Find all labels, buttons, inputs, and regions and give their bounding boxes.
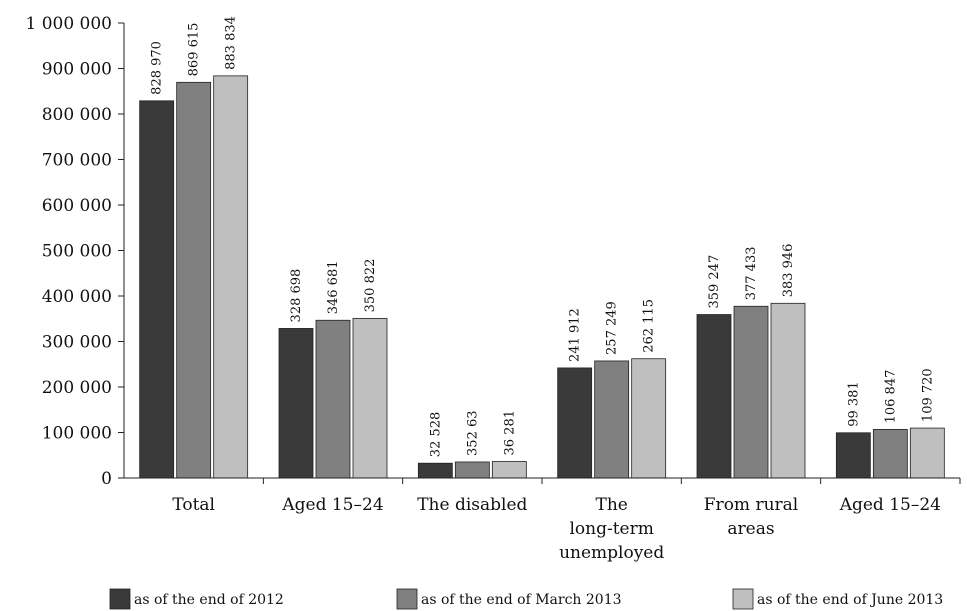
y-tick-label: 0 (101, 469, 112, 489)
y-tick-label: 1 000 000 (25, 14, 112, 34)
x-category-label: The long-term unemployed (559, 495, 664, 563)
legend-label: as of the end of 2012 (134, 592, 284, 608)
bar (491, 461, 527, 479)
data-label: 346 681 (326, 260, 341, 314)
data-label: 377 433 (744, 247, 759, 301)
data-label: 383 946 (781, 244, 796, 298)
y-tick-label: 100 000 (42, 424, 112, 444)
x-category-label: Aged 15–24 (281, 495, 383, 515)
x-category-label: Total (172, 495, 215, 515)
data-label: 883 834 (224, 16, 239, 70)
y-tick-label: 800 000 (42, 105, 112, 125)
x-category-label: From rural areas (704, 495, 798, 539)
y-tick-label: 500 000 (42, 242, 112, 262)
bar (213, 75, 249, 479)
data-label: 32 528 (428, 412, 443, 458)
bar (835, 432, 871, 479)
bar (770, 302, 806, 479)
y-tick-label: 400 000 (42, 287, 112, 307)
data-label: 262 115 (642, 299, 657, 353)
bar (454, 461, 490, 479)
bar (594, 360, 630, 479)
legend: as of the end of 2012 as of the end of Ma… (109, 588, 943, 610)
bar (352, 317, 388, 479)
data-label: 36 281 (502, 410, 517, 456)
bar (733, 305, 769, 479)
y-axis: 0 100 000 200 000 300 000 400 000 500 000 600 … (25, 14, 125, 489)
bar (909, 427, 945, 479)
bar (631, 358, 667, 479)
data-label: 352 63 (465, 410, 480, 456)
bar (417, 462, 453, 479)
data-labels: 828 970 869 615 883 834 328 698 346 681 350 8… (150, 16, 936, 457)
x-category-label: The disabled (417, 495, 527, 515)
bar (278, 328, 314, 479)
legend-label: as of the end of March 2013 (421, 592, 622, 608)
data-label: 350 822 (363, 259, 378, 313)
y-tick-label: 300 000 (42, 333, 112, 353)
bar (315, 319, 351, 479)
bar (176, 81, 212, 479)
bar (557, 367, 593, 479)
x-axis: Total Aged 15–24 The disabled The long-term u… (124, 477, 961, 563)
data-label: 257 249 (605, 301, 620, 355)
data-label: 109 720 (920, 368, 935, 422)
x-category-label: Aged 15–24 (839, 495, 941, 515)
bars (139, 75, 945, 479)
legend-swatch (109, 588, 131, 610)
bar (696, 314, 732, 479)
y-tick-label: 600 000 (42, 196, 112, 216)
y-tick-label: 200 000 (42, 378, 112, 398)
data-label: 359 247 (707, 255, 722, 309)
data-label: 328 698 (289, 269, 304, 323)
legend-label: as of the end of June 2013 (757, 592, 943, 608)
legend-swatch (732, 588, 754, 610)
data-label: 869 615 (187, 23, 202, 77)
bar (139, 100, 175, 479)
data-label: 99 381 (846, 381, 861, 427)
data-label: 106 847 (883, 370, 898, 424)
legend-swatch (396, 588, 418, 610)
data-label: 828 970 (150, 41, 165, 95)
bar (872, 428, 908, 479)
y-tick-label: 900 000 (42, 60, 112, 80)
y-tick-label: 700 000 (42, 151, 112, 171)
data-label: 241 912 (568, 308, 583, 362)
